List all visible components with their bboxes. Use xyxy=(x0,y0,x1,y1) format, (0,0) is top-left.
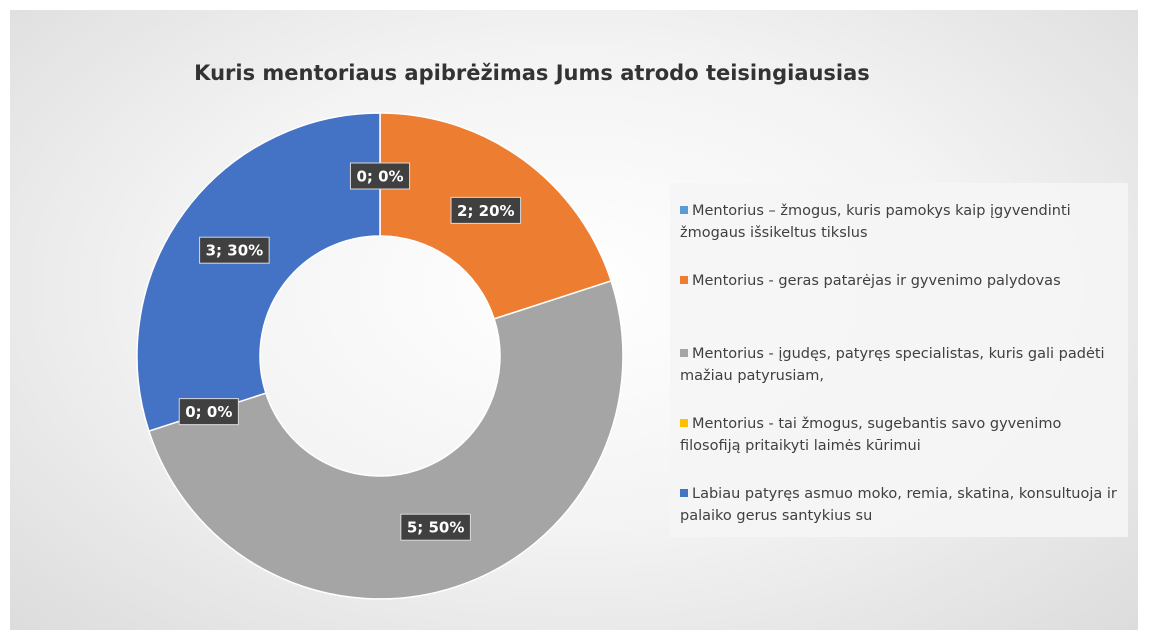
legend-swatch xyxy=(680,419,688,427)
data-label: 0; 0% xyxy=(178,398,239,426)
legend-item: Mentorius - įgudęs, patyręs specialistas… xyxy=(680,343,1120,387)
legend-item: Mentorius – žmogus, kuris pamokys kaip į… xyxy=(680,200,1120,244)
data-label: 5; 50% xyxy=(400,513,471,541)
slice xyxy=(147,279,624,600)
data-label: 0; 0% xyxy=(349,162,411,190)
legend-label: Mentorius - geras patarėjas ir gyvenimo … xyxy=(692,273,1061,289)
legend-swatch xyxy=(680,489,688,497)
legend-label: Mentorius – žmogus, kuris pamokys kaip į… xyxy=(680,203,1071,241)
legend-swatch xyxy=(680,276,688,284)
data-label: 2; 20% xyxy=(450,196,522,224)
data-label-text: 0; 0% xyxy=(185,403,232,421)
data-label-text: 3; 30% xyxy=(206,242,264,260)
legend-swatch xyxy=(680,349,688,357)
legend-label: Labiau patyręs asmuo moko, remia, skatin… xyxy=(680,486,1117,524)
legend-label: Mentorius - tai žmogus, sugebantis savo … xyxy=(680,416,1062,454)
legend-swatch xyxy=(680,206,688,214)
data-label-box xyxy=(349,162,411,190)
data-label-box xyxy=(199,236,270,264)
chart-title: Kuris mentoriaus apibrėžimas Jums atrodo… xyxy=(194,61,870,85)
legend-label: Mentorius - įgudęs, patyręs specialistas… xyxy=(680,346,1105,384)
data-label-text: 5; 50% xyxy=(407,519,465,537)
data-label-box xyxy=(450,196,522,224)
slice xyxy=(136,112,381,433)
data-label-text: 0; 0% xyxy=(356,168,403,186)
data-label: 3; 30% xyxy=(199,236,270,264)
data-label-box xyxy=(400,513,471,541)
legend: Mentorius – žmogus, kuris pamokys kaip į… xyxy=(670,183,1128,537)
legend-item: Mentorius - geras patarėjas ir gyvenimo … xyxy=(680,270,1120,292)
data-label-text: 2; 20% xyxy=(457,202,515,220)
legend-item: Mentorius - tai žmogus, sugebantis savo … xyxy=(680,413,1120,457)
data-label-box xyxy=(178,398,239,426)
legend-item: Labiau patyręs asmuo moko, remia, skatin… xyxy=(680,483,1120,527)
